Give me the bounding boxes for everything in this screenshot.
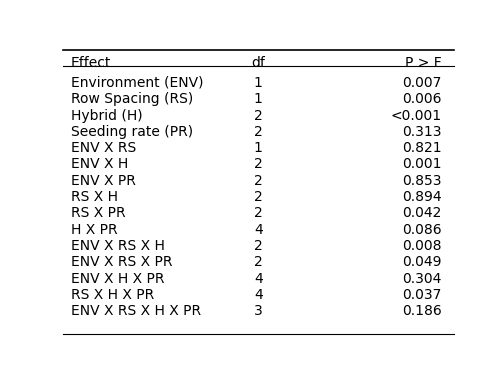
Text: 2: 2 [254,108,263,122]
Text: P > F: P > F [405,56,442,70]
Text: 0.049: 0.049 [402,255,442,269]
Text: 2: 2 [254,239,263,253]
Text: ENV X H: ENV X H [71,157,128,171]
Text: Seeding rate (PR): Seeding rate (PR) [71,125,193,139]
Text: 0.001: 0.001 [402,157,442,171]
Text: H X PR: H X PR [71,223,117,237]
Text: RS X PR: RS X PR [71,206,125,220]
Text: 2: 2 [254,125,263,139]
Text: 3: 3 [254,304,263,318]
Text: Effect: Effect [71,56,111,70]
Text: 0.313: 0.313 [402,125,442,139]
Text: ENV X PR: ENV X PR [71,174,136,188]
Text: 2: 2 [254,206,263,220]
Text: 0.894: 0.894 [402,190,442,204]
Text: df: df [251,56,265,70]
Text: 0.821: 0.821 [402,141,442,155]
Text: 1: 1 [254,141,263,155]
Text: ENV X RS X H X PR: ENV X RS X H X PR [71,304,201,318]
Text: 2: 2 [254,190,263,204]
Text: 1: 1 [254,76,263,90]
Text: RS X H X PR: RS X H X PR [71,288,154,302]
Text: 0.042: 0.042 [403,206,442,220]
Text: 0.186: 0.186 [402,304,442,318]
Text: ENV X RS: ENV X RS [71,141,136,155]
Text: 2: 2 [254,157,263,171]
Text: 2: 2 [254,174,263,188]
Text: Environment (ENV): Environment (ENV) [71,76,203,90]
Text: 1: 1 [254,92,263,106]
Text: <0.001: <0.001 [391,108,442,122]
Text: 0.006: 0.006 [402,92,442,106]
Text: 4: 4 [254,223,263,237]
Text: 0.007: 0.007 [403,76,442,90]
Text: 0.853: 0.853 [402,174,442,188]
Text: 4: 4 [254,271,263,285]
Text: 4: 4 [254,288,263,302]
Text: ENV X RS X PR: ENV X RS X PR [71,255,172,269]
Text: 2: 2 [254,255,263,269]
Text: 0.037: 0.037 [403,288,442,302]
Text: RS X H: RS X H [71,190,118,204]
Text: ENV X RS X H: ENV X RS X H [71,239,165,253]
Text: Hybrid (H): Hybrid (H) [71,108,143,122]
Text: 0.304: 0.304 [403,271,442,285]
Text: 0.008: 0.008 [402,239,442,253]
Text: ENV X H X PR: ENV X H X PR [71,271,164,285]
Text: 0.086: 0.086 [402,223,442,237]
Text: Row Spacing (RS): Row Spacing (RS) [71,92,193,106]
